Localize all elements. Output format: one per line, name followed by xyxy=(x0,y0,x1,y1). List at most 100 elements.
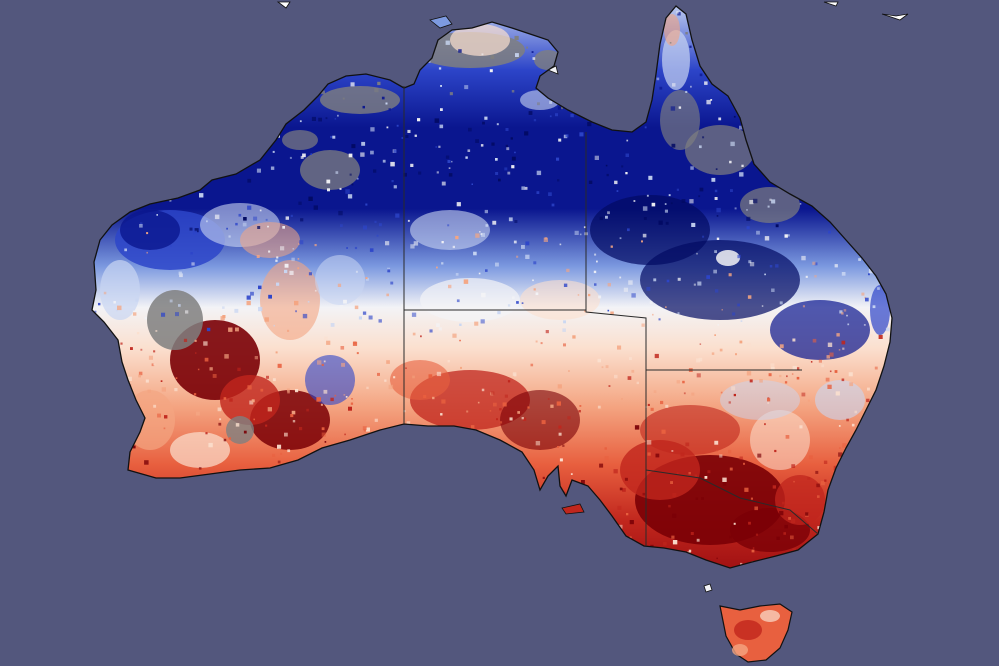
speckle xyxy=(563,343,566,347)
speckle xyxy=(814,262,818,266)
speckle xyxy=(452,245,455,249)
speckle xyxy=(356,177,359,180)
speckle xyxy=(284,432,288,437)
anomaly-patch xyxy=(240,222,300,258)
speckle xyxy=(320,403,323,406)
speckle xyxy=(577,294,580,296)
speckle xyxy=(223,438,227,442)
speckle xyxy=(759,379,763,383)
speckle xyxy=(647,452,651,456)
speckle xyxy=(836,333,840,337)
speckle xyxy=(115,309,118,312)
speckle xyxy=(783,532,786,535)
speckle xyxy=(146,251,148,254)
speckle xyxy=(410,244,415,249)
speckle xyxy=(420,335,422,338)
speckle xyxy=(451,160,453,163)
anomaly-patch xyxy=(664,14,680,46)
anomaly-patch xyxy=(420,278,520,322)
speckle xyxy=(677,312,680,315)
speckle xyxy=(658,318,661,321)
speckle xyxy=(683,392,686,395)
speckle xyxy=(699,343,702,345)
speckle xyxy=(707,470,711,474)
speckle xyxy=(339,305,344,309)
anomaly-patch xyxy=(147,290,203,350)
speckle xyxy=(588,180,593,184)
speckle xyxy=(721,309,723,311)
speckle xyxy=(174,388,178,392)
speckle xyxy=(643,217,647,220)
speckle xyxy=(714,440,719,445)
speckle xyxy=(390,281,394,285)
speckle xyxy=(841,340,846,345)
speckle xyxy=(672,513,677,518)
speckle xyxy=(374,220,377,223)
speckle xyxy=(343,299,347,304)
speckle xyxy=(436,323,440,327)
speckle xyxy=(628,280,633,285)
speckle xyxy=(570,473,573,475)
speckle xyxy=(147,389,151,393)
speckle xyxy=(676,11,679,14)
speckle xyxy=(791,464,796,468)
speckle xyxy=(748,260,752,264)
speckle xyxy=(340,224,343,227)
speckle xyxy=(749,379,753,383)
speckle xyxy=(754,506,758,511)
speckle xyxy=(751,549,755,553)
speckle xyxy=(321,427,325,431)
speckle xyxy=(242,222,247,227)
speckle xyxy=(307,301,310,303)
speckle xyxy=(652,313,654,316)
speckle xyxy=(459,323,462,326)
speckle xyxy=(286,388,290,392)
speckle xyxy=(153,363,156,366)
speckle xyxy=(688,549,692,553)
speckle xyxy=(716,215,719,217)
speckle xyxy=(103,291,107,295)
speckle xyxy=(771,199,776,204)
speckle xyxy=(526,46,529,49)
anomaly-patch xyxy=(720,380,800,420)
speckle xyxy=(728,273,732,277)
speckle xyxy=(741,164,744,167)
speckle xyxy=(658,220,663,225)
speckle xyxy=(878,334,883,339)
speckle xyxy=(808,455,813,460)
speckle xyxy=(428,374,433,378)
speckle xyxy=(729,535,732,539)
speckle xyxy=(834,264,838,268)
speckle xyxy=(405,367,407,369)
speckle xyxy=(378,223,382,227)
speckle xyxy=(648,175,653,180)
speckle xyxy=(536,191,540,194)
speckle xyxy=(212,374,217,378)
speckle xyxy=(559,106,563,110)
speckle xyxy=(786,375,788,378)
speckle xyxy=(869,334,873,338)
speckle xyxy=(377,81,381,86)
speckle xyxy=(185,310,189,314)
speckle xyxy=(753,198,758,204)
speckle xyxy=(136,332,140,335)
anomaly-patch xyxy=(170,432,230,468)
speckle xyxy=(849,382,854,387)
speckle xyxy=(365,277,368,280)
speckle xyxy=(352,341,358,346)
speckle xyxy=(291,410,296,415)
speckle xyxy=(716,237,720,240)
speckle xyxy=(138,371,143,376)
speckle xyxy=(295,389,299,393)
speckle xyxy=(169,299,173,303)
speckle xyxy=(685,90,688,93)
speckle xyxy=(784,524,788,529)
speckle xyxy=(289,156,292,159)
speckle xyxy=(535,340,538,343)
speckle xyxy=(250,291,254,296)
speckle xyxy=(835,391,840,396)
speckle xyxy=(556,401,561,406)
speckle xyxy=(302,153,306,158)
speckle xyxy=(812,338,817,343)
speckle xyxy=(690,85,692,88)
